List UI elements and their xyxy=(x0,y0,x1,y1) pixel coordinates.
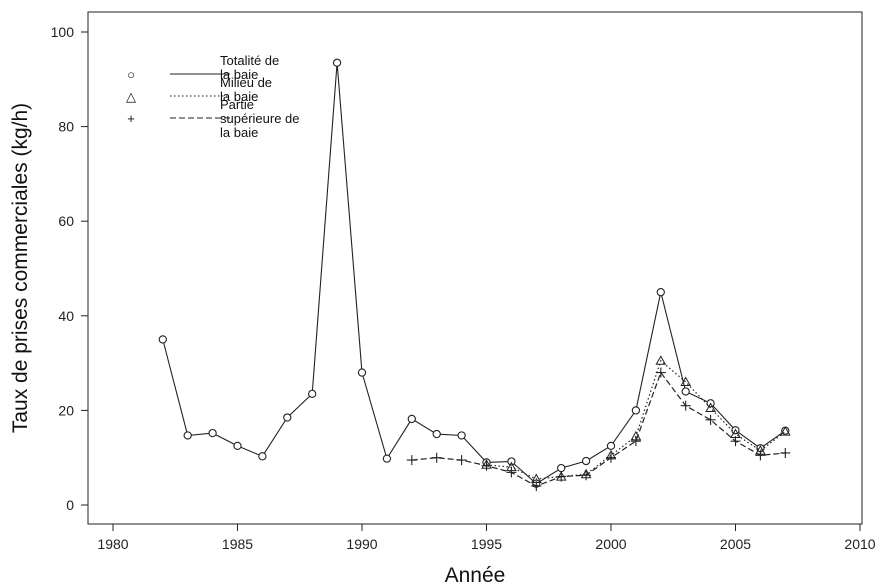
series-3-point xyxy=(556,471,567,482)
series-3-point xyxy=(481,460,492,471)
series-1-point xyxy=(357,368,367,377)
series-2-point xyxy=(705,402,716,413)
series-3-point xyxy=(531,481,542,492)
legend-label: la baie xyxy=(220,89,258,104)
series-1-point xyxy=(656,287,665,297)
series-1-point xyxy=(283,413,292,422)
series-2-point xyxy=(680,376,692,387)
series-1-point xyxy=(308,389,317,398)
series-1-point xyxy=(557,463,566,473)
legend-label: la baie xyxy=(220,67,258,82)
series-1-point xyxy=(407,414,416,424)
y-tick-label: 80 xyxy=(58,119,74,135)
legend-label: Milieu de xyxy=(220,75,272,90)
series-1-point xyxy=(631,406,641,415)
series-layer xyxy=(158,58,791,492)
x-tick-label: 2005 xyxy=(720,536,751,552)
series-3 xyxy=(406,367,791,492)
series-3-point xyxy=(606,452,616,463)
x-tick-label: 1990 xyxy=(346,536,377,552)
series-3-point xyxy=(581,470,592,481)
series-1-line xyxy=(162,62,786,485)
series-3-point xyxy=(705,414,716,425)
legend-label: Totalité de xyxy=(220,53,279,68)
x-tick-label: 2000 xyxy=(595,536,626,552)
series-1-point xyxy=(158,335,167,344)
x-tick-label: 1985 xyxy=(222,536,253,552)
legend-symbol: △ xyxy=(126,89,136,104)
series-1-point xyxy=(581,456,591,466)
series-3-point xyxy=(431,452,442,463)
series-1-point xyxy=(457,431,466,440)
series-1-point xyxy=(332,58,342,67)
series-2 xyxy=(481,355,791,483)
axis-ticks: 1980 1985 1990 1995 2000 2005 2010 0 20 40 60 80 100 xyxy=(51,24,876,552)
series-3-point xyxy=(406,455,417,466)
series-1-point xyxy=(233,441,242,451)
y-tick-label: 40 xyxy=(58,308,74,324)
series-1-point xyxy=(432,429,441,439)
series-2-point xyxy=(655,355,667,365)
series-3-point xyxy=(755,450,766,461)
series-3-point xyxy=(680,400,691,411)
plot-frame xyxy=(87,11,863,525)
x-axis-title: Année xyxy=(445,564,506,584)
series-2-point xyxy=(779,426,791,436)
x-tick-label: 1980 xyxy=(97,536,128,552)
y-tick-label: 0 xyxy=(66,497,74,513)
legend-label: la baie xyxy=(220,125,258,140)
legend-symbol: + xyxy=(127,111,135,126)
series-3-point xyxy=(456,455,467,466)
y-tick-label: 100 xyxy=(51,24,75,40)
series-3-point xyxy=(630,436,641,447)
legend-label: Partie xyxy=(220,97,254,112)
series-1-point xyxy=(258,452,267,461)
series-1-point xyxy=(507,457,516,466)
series-3-point xyxy=(655,367,666,378)
x-tick-label: 2010 xyxy=(844,536,875,552)
y-axis-title: Taux de prises commerciales (kg/h) xyxy=(9,103,32,433)
series-1-point xyxy=(183,431,192,440)
series-1-point xyxy=(208,428,217,438)
legend-symbol: ○ xyxy=(127,67,135,82)
y-tick-label: 20 xyxy=(58,402,74,418)
series-1-point xyxy=(681,387,690,396)
y-tick-label: 60 xyxy=(58,213,74,229)
series-1-point xyxy=(606,441,616,451)
series-3-point xyxy=(506,467,517,478)
series-3-point xyxy=(730,436,741,447)
legend-label: supérieure de xyxy=(220,111,300,126)
series-1-point xyxy=(382,454,392,463)
series-2-line xyxy=(486,359,786,480)
series-3-point xyxy=(780,447,791,458)
series-3-line xyxy=(411,371,786,487)
x-tick-label: 1995 xyxy=(471,536,502,552)
